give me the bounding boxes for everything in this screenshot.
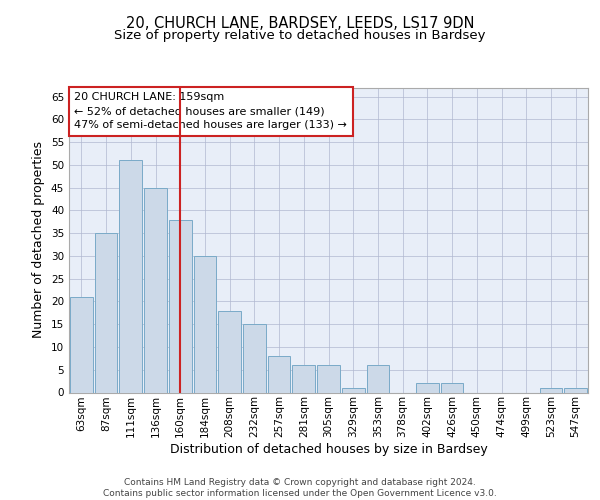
Text: Size of property relative to detached houses in Bardsey: Size of property relative to detached ho… (114, 29, 486, 42)
Bar (564, 388, 587, 392)
Text: 20, CHURCH LANE, BARDSEY, LEEDS, LS17 9DN: 20, CHURCH LANE, BARDSEY, LEEDS, LS17 9D… (126, 16, 474, 31)
Y-axis label: Number of detached properties: Number of detached properties (32, 142, 46, 338)
Bar (441, 384, 463, 392)
Text: Contains HM Land Registry data © Crown copyright and database right 2024.
Contai: Contains HM Land Registry data © Crown c… (103, 478, 497, 498)
Bar (169, 220, 191, 392)
Bar (539, 388, 562, 392)
Bar (317, 365, 340, 392)
Bar (144, 188, 167, 392)
Bar (243, 324, 266, 392)
Bar (342, 388, 365, 392)
Bar (268, 356, 290, 393)
X-axis label: Distribution of detached houses by size in Bardsey: Distribution of detached houses by size … (170, 443, 487, 456)
Bar (292, 365, 315, 392)
Bar (194, 256, 216, 392)
Bar (367, 365, 389, 392)
Bar (218, 310, 241, 392)
Text: 20 CHURCH LANE: 159sqm
← 52% of detached houses are smaller (149)
47% of semi-de: 20 CHURCH LANE: 159sqm ← 52% of detached… (74, 92, 347, 130)
Bar (70, 297, 93, 392)
Bar (119, 160, 142, 392)
Bar (416, 384, 439, 392)
Bar (95, 233, 118, 392)
